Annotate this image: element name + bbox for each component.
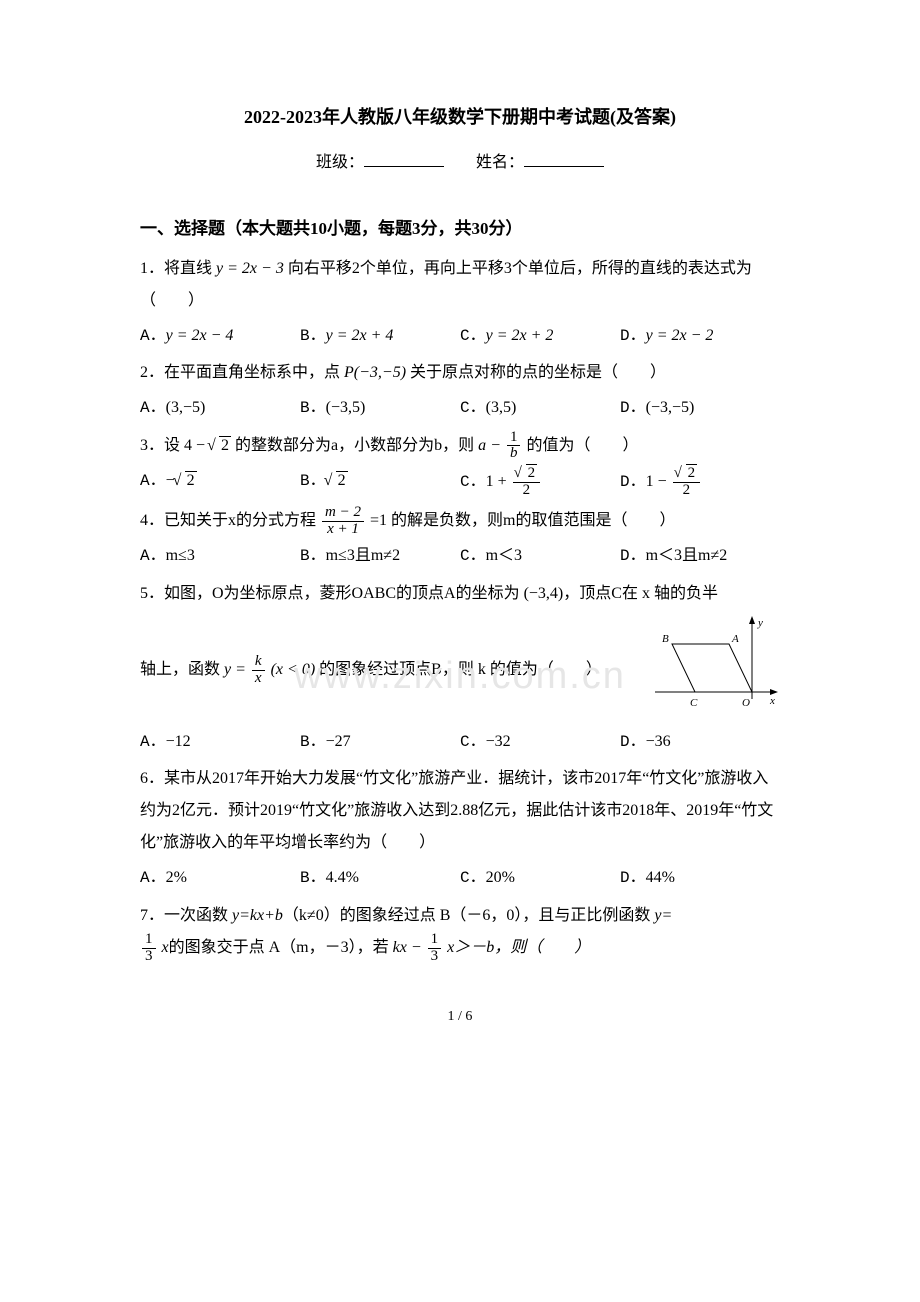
q6-opt-D: D．44% — [620, 863, 780, 893]
q5-line1-a: 5．如图，O为坐标原点，菱形OABC的顶点A的坐标为 — [140, 585, 524, 602]
q6-opt-B: B．4.4% — [300, 863, 460, 893]
q3-options: A．−2 B．2 C．1 + 22 D．1 − 22 — [140, 466, 780, 499]
q4-stem-b: =1 的解是负数，则m的取值范围是（ ） — [366, 512, 675, 529]
q2-stem-b: 关于原点对称的点的坐标是（ ） — [406, 364, 666, 381]
fraction: 1b — [507, 430, 521, 463]
q4-opt-B: B．m≤3且m≠2 — [300, 541, 460, 571]
question-6: 6．某市从2017年开始大力发展“竹文化”旅游产业．据统计，该市2017年“竹文… — [140, 763, 780, 859]
question-1: 1．将直线 y = 2x − 3 向右平移2个单位，再向上平移3个单位后，所得的… — [140, 253, 780, 317]
question-5-row: 轴上，函数 y = kx (x < 0) 的图象经过顶点B，则 k 的值为（ ）… — [140, 614, 780, 725]
fraction: m − 2x + 1 — [322, 505, 364, 538]
info-line: 班级： 姓名： — [140, 148, 780, 178]
q2-options: A．(3,−5) B．(−3,5) C．(3,5) D．(−3,−5) — [140, 393, 780, 423]
q2-point: P(−3,−5) — [344, 364, 406, 381]
q2-stem-a: 2．在平面直角坐标系中，点 — [140, 364, 344, 381]
rhombus-diagram: y x B A C O — [640, 614, 780, 725]
q4-opt-D: D．m＜3且m≠2 — [620, 541, 780, 571]
question-7: 7．一次函数 y=kx+b（k≠0）的图象经过点 B（－6，0），且与正比例函数… — [140, 900, 780, 965]
q5-options: A．−12 B．−27 C．−32 D．−36 — [140, 727, 780, 757]
q2-opt-C: C．(3,5) — [460, 393, 620, 423]
q5-coord: (−3,4) — [524, 585, 564, 602]
svg-text:O: O — [742, 697, 750, 709]
q6-opt-A: A．2% — [140, 863, 300, 893]
q1-options: A．y = 2x − 4 B．y = 2x + 4 C．y = 2x + 2 D… — [140, 321, 780, 351]
q4-opt-A: A．m≤3 — [140, 541, 300, 571]
name-blank — [524, 152, 604, 167]
q3-stem-a: 3．设 — [140, 437, 184, 454]
svg-text:y: y — [757, 617, 763, 629]
q5-line1-b: ，顶点C在 x 轴的负半 — [563, 585, 718, 602]
q3-stem-b: 的整数部分为a，小数部分为b，则 — [231, 437, 478, 454]
question-3: 3．设 4 − 2 的整数部分为a，小数部分为b，则 a − 1b 的值为（ ） — [140, 430, 780, 463]
name-label: 姓名： — [476, 154, 524, 171]
q5-opt-D: D．−36 — [620, 727, 780, 757]
q4-opt-C: C．m＜3 — [460, 541, 620, 571]
q1-opt-B: B．y = 2x + 4 — [300, 321, 460, 351]
svg-text:C: C — [690, 697, 698, 709]
q3-opt-B: B．2 — [300, 466, 460, 499]
svg-text:B: B — [662, 633, 669, 645]
q1-expr: y = 2x − 3 — [216, 260, 284, 277]
question-5-line2: 轴上，函数 y = kx (x < 0) 的图象经过顶点B，则 k 的值为（ ） — [140, 654, 640, 687]
svg-text:x: x — [769, 695, 775, 707]
q3-stem-c: 的值为（ ） — [522, 437, 638, 454]
q1-opt-A: A．y = 2x − 4 — [140, 321, 300, 351]
q2-opt-D: D．(−3,−5) — [620, 393, 780, 423]
q2-opt-B: B．(−3,5) — [300, 393, 460, 423]
class-label: 班级： — [316, 154, 364, 171]
q1-opt-D: D．y = 2x − 2 — [620, 321, 780, 351]
q5-opt-A: A．−12 — [140, 727, 300, 757]
q3-opt-D: D．1 − 22 — [620, 466, 780, 499]
svg-text:A: A — [731, 633, 739, 645]
q6-opt-C: C．20% — [460, 863, 620, 893]
q5-opt-B: B．−27 — [300, 727, 460, 757]
q5-opt-C: C．−32 — [460, 727, 620, 757]
sqrt-icon: 2 — [209, 430, 231, 462]
q1-opt-C: C．y = 2x + 2 — [460, 321, 620, 351]
section-1-header: 一、选择题（本大题共10小题，每题3分，共30分） — [140, 213, 780, 245]
question-5-line1: 5．如图，O为坐标原点，菱形OABC的顶点A的坐标为 (−3,4)，顶点C在 x… — [140, 578, 780, 610]
q4-stem-a: 4．已知关于x的分式方程 — [140, 512, 320, 529]
q2-opt-A: A．(3,−5) — [140, 393, 300, 423]
q1-stem-a: 1．将直线 — [140, 260, 216, 277]
q3-opt-C: C．1 + 22 — [460, 466, 620, 499]
class-blank — [364, 152, 444, 167]
question-2: 2．在平面直角坐标系中，点 P(−3,−5) 关于原点对称的点的坐标是（ ） — [140, 357, 780, 389]
q6-options: A．2% B．4.4% C．20% D．44% — [140, 863, 780, 893]
q4-options: A．m≤3 B．m≤3且m≠2 C．m＜3 D．m＜3且m≠2 — [140, 541, 780, 571]
q3-opt-A: A．−2 — [140, 466, 300, 499]
exam-title: 2022-2023年人教版八年级数学下册期中考试题(及答案) — [140, 100, 780, 134]
page-number: 1 / 6 — [140, 1004, 780, 1031]
question-4: 4．已知关于x的分式方程 m − 2x + 1 =1 的解是负数，则m的取值范围… — [140, 505, 780, 538]
